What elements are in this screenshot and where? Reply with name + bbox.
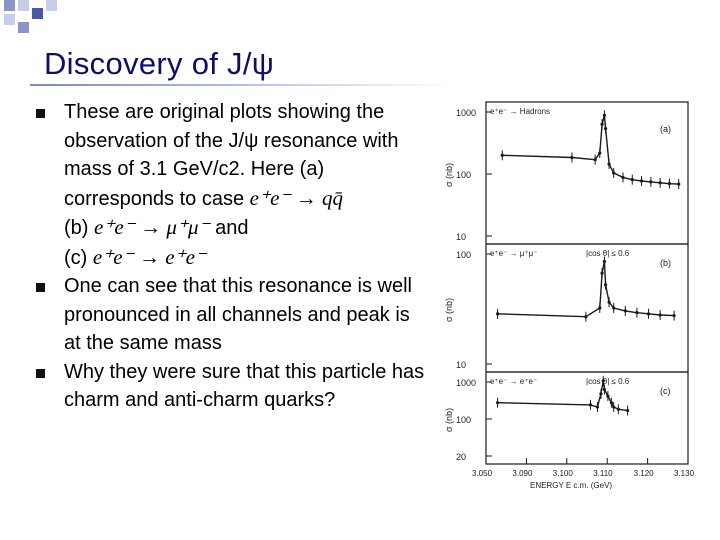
data-point bbox=[600, 122, 604, 126]
data-point bbox=[612, 405, 616, 409]
y-tick-label: 100 bbox=[456, 170, 471, 180]
data-point bbox=[599, 392, 603, 396]
data-point bbox=[646, 312, 651, 316]
decor-square bbox=[18, 0, 29, 11]
corner-decoration bbox=[0, 0, 60, 50]
y-axis-label: σ (nb) bbox=[444, 298, 454, 322]
y-axis-label: σ (nb) bbox=[444, 408, 454, 432]
x-tick-label: 3.120 bbox=[634, 469, 655, 478]
data-point bbox=[602, 259, 607, 264]
data-point bbox=[607, 162, 611, 166]
data-point bbox=[672, 313, 676, 318]
data-point bbox=[496, 401, 500, 405]
panel-frame-a bbox=[485, 101, 689, 245]
decor-square bbox=[4, 0, 15, 11]
y-tick-label: 100 bbox=[456, 415, 471, 425]
bullet-item: These are original plots showing the obs… bbox=[34, 98, 429, 272]
data-point bbox=[612, 306, 616, 310]
y-tick-label: 10 bbox=[456, 360, 466, 370]
bullet-list: These are original plots showing the obs… bbox=[34, 98, 429, 415]
bullet-text: These are original plots showing the obs… bbox=[64, 101, 399, 210]
data-point bbox=[603, 283, 608, 287]
plots-svg: 1000 100 10 σ (nb) e⁺e⁻ → Hadrons (a) 100 10 σ (… bbox=[444, 101, 695, 490]
data-point bbox=[626, 408, 630, 413]
bullet-marker bbox=[36, 109, 45, 118]
data-point bbox=[593, 158, 597, 162]
bullet-item: One can see that this resonance is well … bbox=[34, 272, 429, 358]
data-point bbox=[607, 300, 611, 304]
x-axis-label: ENERGY E c.m. (GeV) bbox=[530, 481, 612, 490]
data-point bbox=[570, 155, 574, 160]
bullet-marker bbox=[36, 283, 45, 292]
panel-tag: (a) bbox=[660, 124, 671, 134]
data-point bbox=[649, 180, 653, 184]
data-point bbox=[616, 407, 620, 411]
data-point bbox=[600, 271, 604, 275]
case-label-b: (b) bbox=[64, 217, 89, 239]
channel-label: e⁺e⁻ → e⁺e⁻ bbox=[490, 377, 537, 386]
slide-title: Discovery of J/ψ bbox=[44, 46, 275, 81]
data-point bbox=[606, 394, 610, 398]
bullet-marker bbox=[36, 368, 45, 378]
resonance-plots-figure: 1000 100 10 σ (nb) e⁺e⁻ → Hadrons (a) 100 10 σ (… bbox=[430, 94, 716, 536]
x-tick-label: 3.100 bbox=[553, 469, 574, 478]
resonance-curve-b bbox=[497, 261, 675, 318]
cut-label: |cos θ| ≤ 0.6 bbox=[586, 249, 630, 258]
y-axis-label: σ (nb) bbox=[444, 163, 454, 187]
data-point bbox=[635, 311, 639, 315]
decor-square bbox=[18, 22, 29, 33]
cut-label: |cos θ| ≤ 0.6 bbox=[586, 377, 630, 386]
data-point bbox=[667, 182, 672, 186]
channel-label: e⁺e⁻ → Hadrons bbox=[490, 107, 550, 116]
formula-mumu: e⁺e⁻ → μ⁺μ⁻ bbox=[94, 215, 210, 239]
resonance-curve-a bbox=[502, 115, 679, 185]
y-tick-label: 20 bbox=[456, 452, 466, 462]
data-point bbox=[500, 153, 504, 157]
y-tick-label: 1000 bbox=[456, 108, 476, 118]
data-point bbox=[601, 379, 605, 383]
bullet-text: Why they were sure that this particle ha… bbox=[64, 360, 425, 412]
data-point bbox=[496, 312, 500, 316]
bullet-item: Why they were sure that this particle ha… bbox=[34, 358, 429, 415]
data-point bbox=[630, 178, 634, 182]
channel-label: e⁺e⁻ → μ⁺μ⁻ bbox=[490, 249, 537, 258]
x-tick-label: 3.050 bbox=[472, 469, 493, 478]
y-tick-label: 1000 bbox=[456, 378, 476, 388]
data-point bbox=[658, 313, 662, 317]
x-tick-label: 3.090 bbox=[512, 469, 533, 478]
data-point bbox=[621, 175, 625, 180]
data-point bbox=[588, 403, 593, 407]
data-point bbox=[623, 309, 627, 313]
x-tick-label: 3.110 bbox=[593, 469, 613, 478]
formula-ee: e⁺e⁻ → e⁺e⁻ bbox=[92, 244, 207, 269]
data-point bbox=[639, 179, 644, 183]
decor-square bbox=[4, 14, 15, 25]
y-tick-label: 10 bbox=[456, 232, 466, 242]
panel-frame-b bbox=[485, 243, 689, 373]
y-tick-label: 100 bbox=[456, 250, 471, 260]
bullet-text: One can see that this resonance is well … bbox=[64, 275, 412, 354]
formula-qq: e⁺e⁻ → qq̄ bbox=[249, 185, 343, 210]
panel-tag: (b) bbox=[660, 258, 671, 268]
data-point bbox=[677, 182, 681, 186]
data-point bbox=[602, 387, 607, 392]
case-label-c: (c) bbox=[64, 246, 88, 269]
data-point bbox=[598, 151, 602, 155]
data-point bbox=[602, 113, 607, 117]
data-point bbox=[609, 401, 613, 405]
panel-frame-c bbox=[485, 371, 689, 465]
data-point bbox=[584, 315, 588, 319]
data-point bbox=[603, 127, 608, 131]
and-word: and bbox=[215, 217, 249, 239]
x-tick-label: 3.130 bbox=[674, 469, 695, 478]
title-underline bbox=[30, 84, 450, 86]
data-point bbox=[598, 306, 602, 310]
panel-tag: (c) bbox=[660, 386, 671, 396]
decor-square bbox=[46, 0, 57, 11]
data-point bbox=[658, 181, 662, 185]
data-point bbox=[612, 171, 616, 175]
data-point bbox=[595, 405, 600, 409]
decor-square bbox=[32, 8, 43, 19]
